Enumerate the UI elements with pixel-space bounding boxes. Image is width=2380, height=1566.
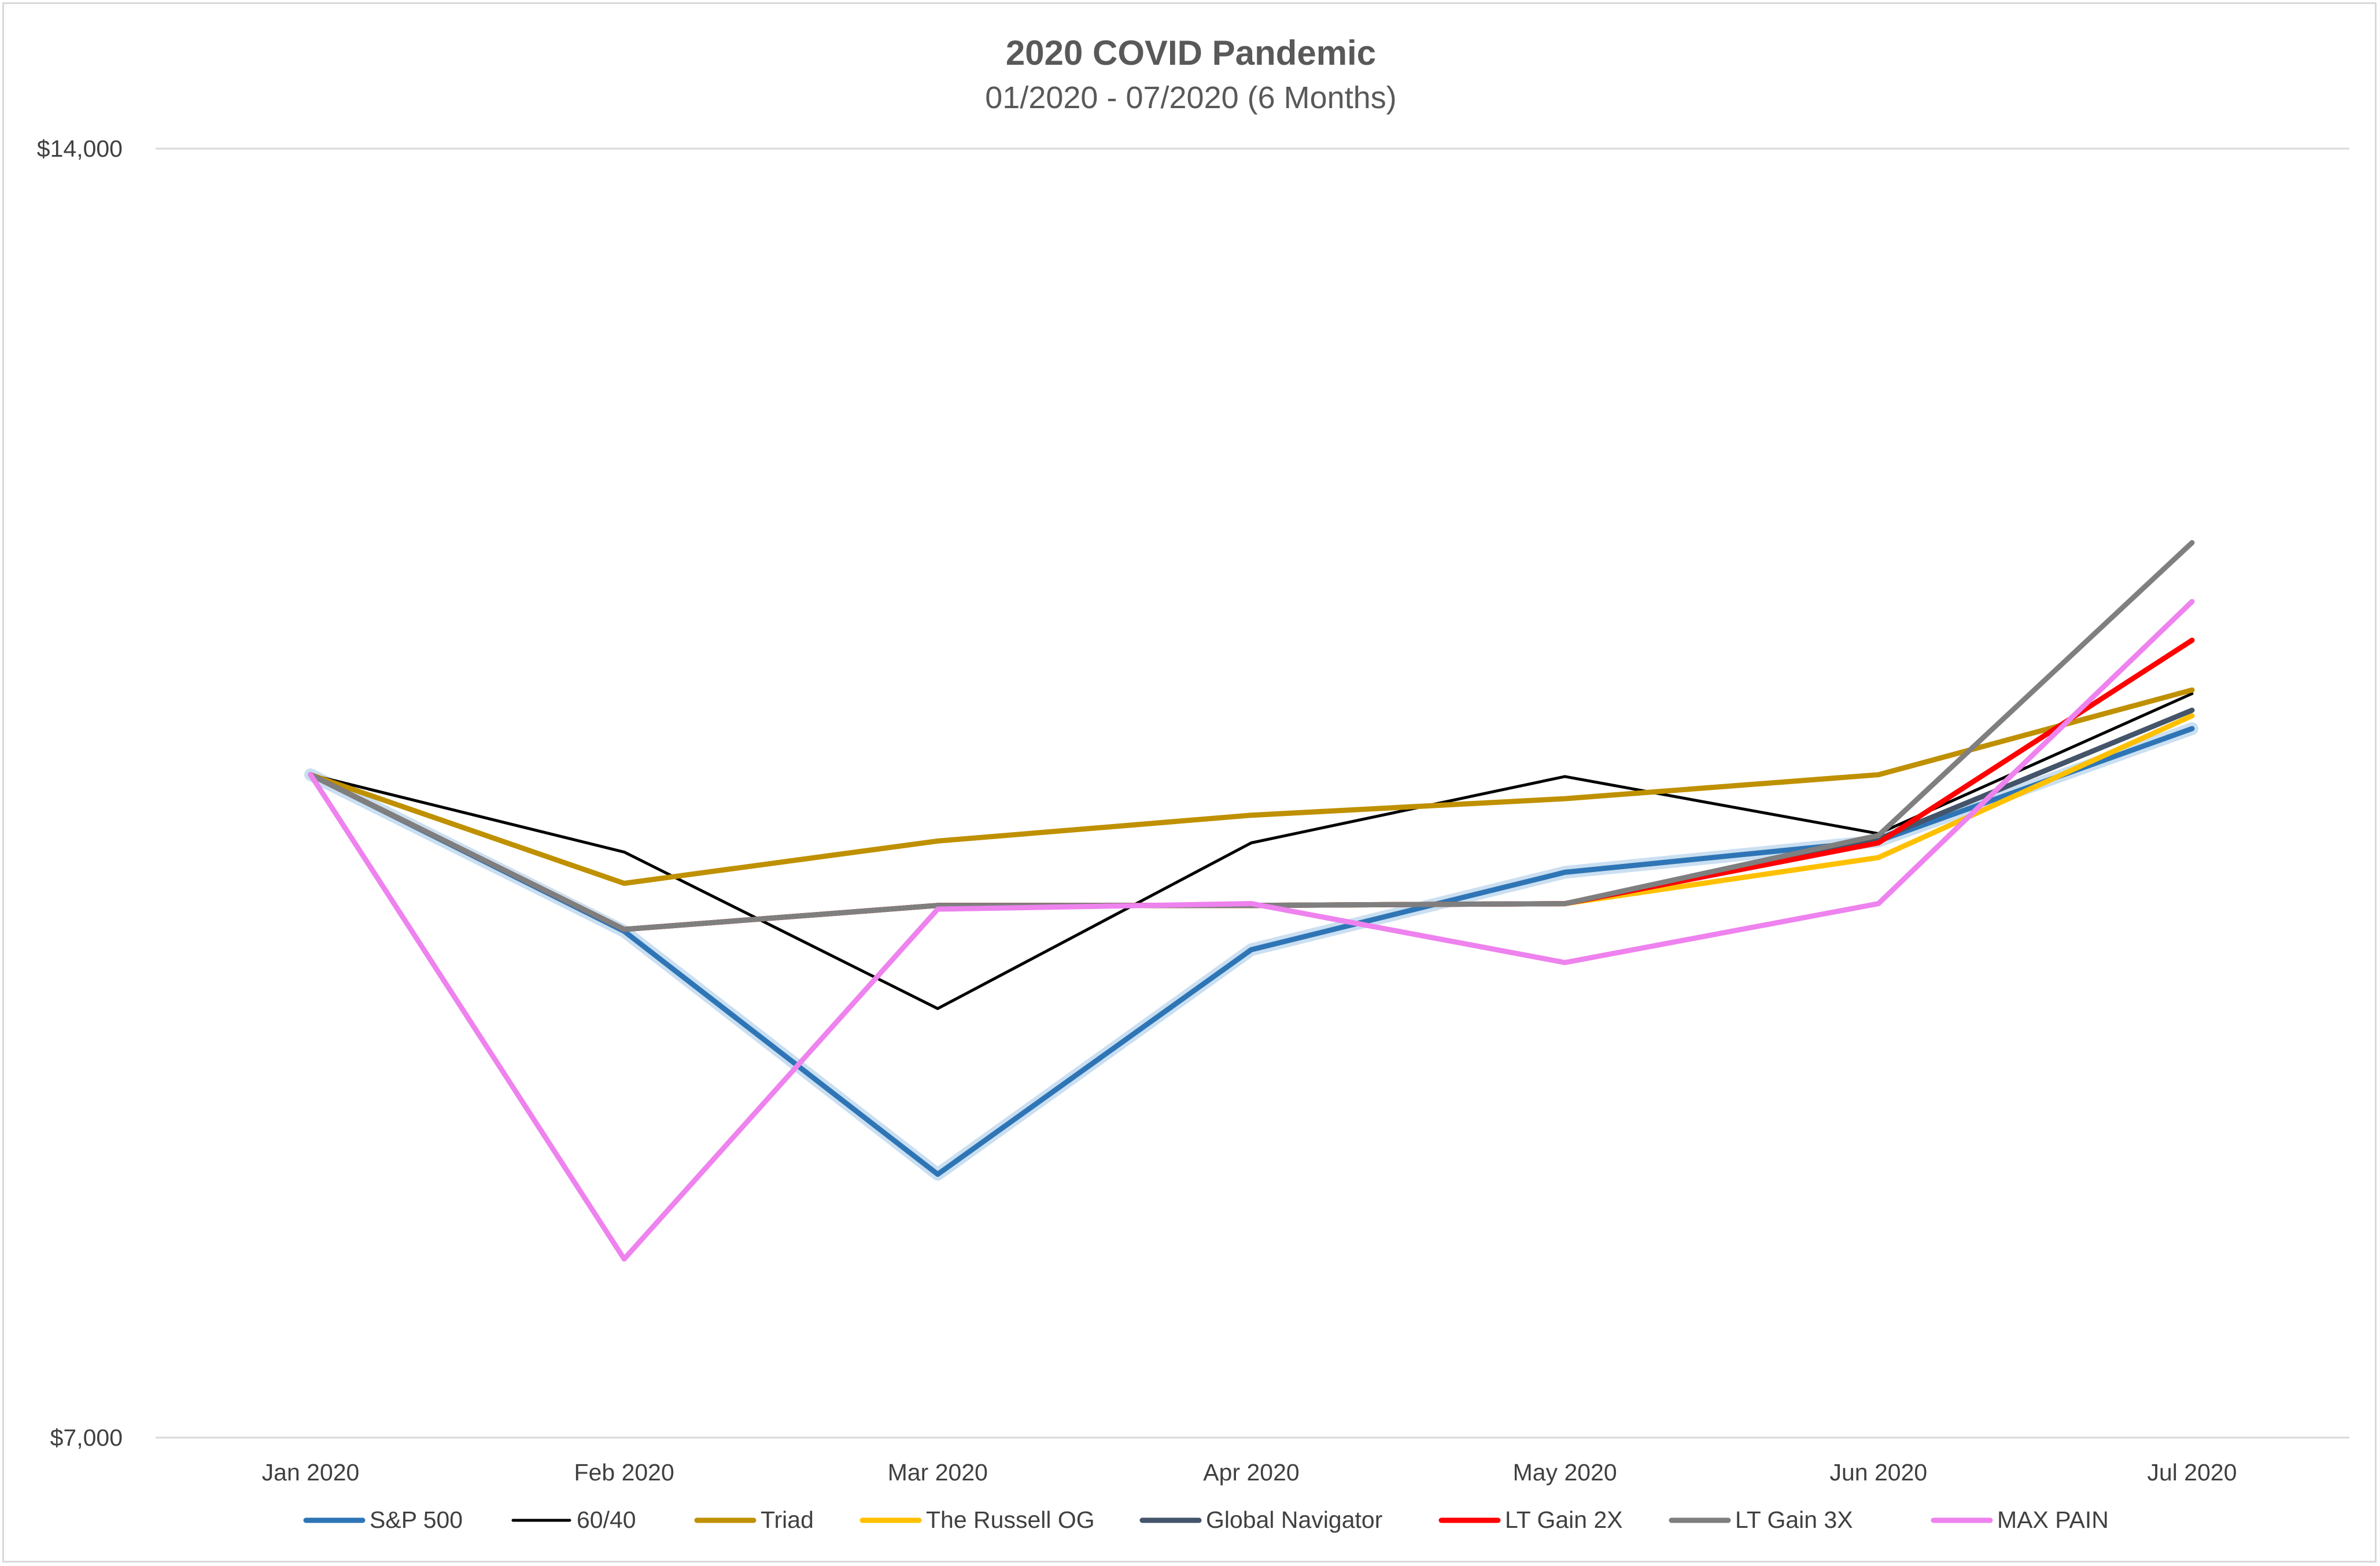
legend-label: LT Gain 2X: [1505, 1506, 1623, 1533]
data-point: [1564, 797, 1566, 800]
series-line-max-pain: [308, 599, 2195, 1262]
data-point: [2191, 715, 2193, 717]
series-line-triad: [308, 687, 2195, 886]
data-point: [1877, 903, 1880, 905]
data-point: [2191, 689, 2193, 691]
legend-entry: S&P 500: [303, 1506, 463, 1533]
legend-entry: LT Gain 3X: [1669, 1506, 1853, 1533]
data-point: [1250, 903, 1253, 905]
legend-label: S&P 500: [370, 1506, 463, 1533]
x-tick-label: Mar 2020: [888, 1459, 988, 1486]
data-point: [1564, 775, 1566, 778]
x-tick-label: Apr 2020: [1203, 1459, 1299, 1486]
legend-label: MAX PAIN: [1997, 1506, 2109, 1533]
data-point: [623, 1258, 625, 1260]
data-point: [2191, 541, 2193, 544]
data-point: [936, 1173, 939, 1176]
legend-label: The Russell OG: [926, 1506, 1095, 1533]
data-point: [623, 882, 625, 885]
data-point: [1250, 948, 1253, 951]
data-point: [936, 904, 939, 907]
data-point: [1564, 871, 1566, 873]
data-point: [1877, 856, 1880, 859]
legend-label: Triad: [761, 1506, 814, 1533]
series-line-60-40: [309, 692, 2194, 1010]
data-point: [1250, 814, 1253, 817]
legend-label: Global Navigator: [1206, 1506, 1382, 1533]
series-line-lt-gain-2x: [308, 637, 2195, 932]
data-point: [1877, 841, 1880, 844]
legend-entry: Triad: [694, 1506, 814, 1533]
data-point: [2191, 600, 2193, 603]
y-tick-label: $14,000: [37, 135, 123, 162]
series-lines: [304, 540, 2198, 1262]
legend-entry: LT Gain 2X: [1438, 1506, 1623, 1533]
x-tick-label: Jun 2020: [1829, 1459, 1927, 1486]
data-point: [936, 1007, 939, 1010]
legend-entry: 60/40: [511, 1506, 636, 1533]
y-tick-label: $7,000: [50, 1424, 123, 1451]
x-tick-label: May 2020: [1513, 1459, 1617, 1486]
data-point: [309, 774, 312, 776]
line-chart: 2020 COVID Pandemic 01/2020 - 07/2020 (6…: [37, 34, 2349, 1533]
data-point: [1564, 961, 1566, 963]
data-point: [623, 851, 625, 853]
x-tick-label: Feb 2020: [574, 1459, 674, 1486]
data-point: [2191, 727, 2193, 730]
data-point: [2191, 639, 2193, 641]
legend-entry: MAX PAIN: [1931, 1506, 2109, 1533]
data-point: [623, 928, 625, 930]
legend-label: 60/40: [577, 1506, 636, 1533]
data-point: [936, 908, 939, 910]
series-line-s-p-500: [308, 726, 2195, 1177]
data-point: [1250, 841, 1253, 844]
data-point: [2191, 709, 2193, 711]
gridlines: [156, 147, 2349, 1439]
x-tick-label: Jan 2020: [262, 1459, 360, 1486]
legend: S&P 500 60/40 Triad The Russell OG Global Na…: [303, 1506, 2109, 1533]
y-axis-ticks: $7,000 $14,000: [37, 135, 123, 1451]
legend-label: LT Gain 3X: [1735, 1506, 1853, 1533]
data-point: [1877, 774, 1880, 776]
legend-entry: Global Navigator: [1139, 1506, 1382, 1533]
chart-title: 2020 COVID Pandemic: [1006, 34, 1376, 72]
x-axis-ticks: Jan 2020 Feb 2020 Mar 2020 Apr 2020 May 2020…: [262, 1459, 2237, 1486]
chart-subtitle: 01/2020 - 07/2020 (6 Months): [985, 80, 1396, 115]
data-point: [936, 840, 939, 842]
data-point: [1877, 834, 1880, 837]
legend-entry: The Russell OG: [859, 1506, 1095, 1533]
data-point: [1564, 903, 1566, 905]
x-tick-label: Jul 2020: [2147, 1459, 2237, 1486]
